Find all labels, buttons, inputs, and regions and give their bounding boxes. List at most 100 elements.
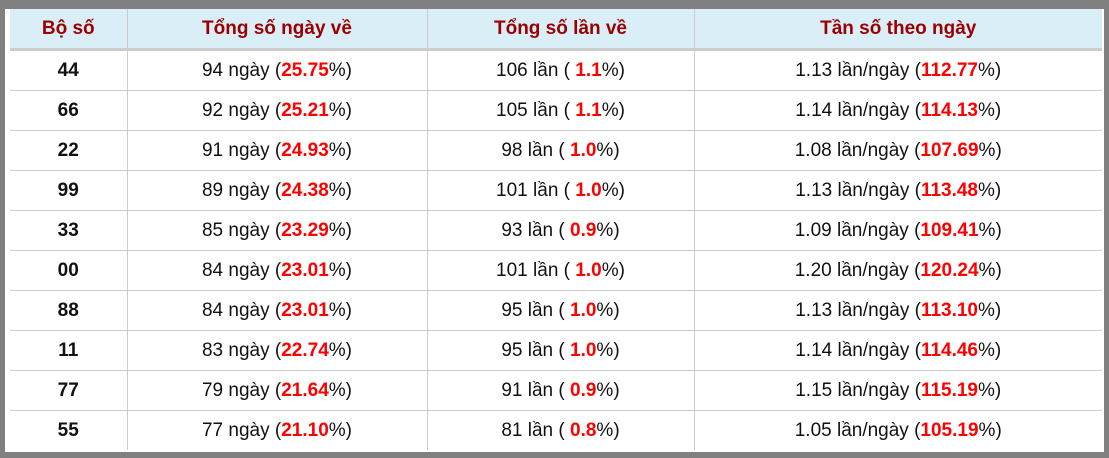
- times-count: 105 lần: [496, 99, 559, 121]
- table-row: 22 91 ngày (24.93%) 98 lần ( 1.0%) 1.08 lần…: [10, 130, 1102, 171]
- times-cell: 98 lần ( 1.0%): [427, 130, 695, 171]
- frequency-cell: 1.20 lần/ngày (120.24%): [694, 250, 1102, 291]
- table-row: 77 79 ngày (21.64%) 91 lần ( 0.9%) 1.15 lần…: [10, 370, 1102, 411]
- frequency-value: 1.20 lần/ngày: [794, 259, 909, 281]
- times-count: 98 lần: [501, 139, 554, 161]
- times-percent: 1.0: [570, 139, 597, 161]
- days-percent: 23.01: [281, 299, 329, 321]
- times-cell: 93 lần ( 0.9%): [427, 210, 695, 251]
- days-count: 92 ngày: [201, 99, 270, 121]
- frequency-percent: 112.77: [920, 59, 979, 81]
- number-cell: 11: [10, 330, 128, 371]
- times-percent: 0.9: [570, 379, 597, 401]
- frequency-value: 1.13 lần/ngày: [795, 59, 910, 81]
- frequency-percent: 105.19: [920, 419, 979, 441]
- number-cell: 33: [10, 210, 128, 251]
- days-percent: 22.74: [281, 339, 329, 361]
- times-cell: 81 lần ( 0.8%): [427, 410, 695, 450]
- days-cell: 94 ngày (25.75%): [127, 49, 428, 91]
- times-cell: 95 lần ( 1.0%): [427, 330, 695, 371]
- number-cell: 22: [10, 130, 128, 171]
- frequency-percent: 109.41: [920, 219, 979, 241]
- times-cell: 101 lần ( 1.0%): [427, 170, 695, 211]
- times-count: 91 lần: [501, 379, 554, 401]
- times-percent: 1.0: [575, 259, 602, 281]
- table-body: 44 94 ngày (25.75%) 106 lần ( 1.1%) 1.13 lầ…: [10, 49, 1102, 450]
- times-percent: 0.9: [570, 219, 597, 241]
- frequency-cell: 1.09 lần/ngày (109.41%): [694, 210, 1102, 251]
- times-count: 93 lần: [501, 219, 554, 241]
- stats-panel: Bộ số Tổng số ngày về Tổng số lần về Tần…: [5, 9, 1104, 452]
- days-count: 79 ngày: [201, 379, 270, 401]
- number-cell: 00: [10, 250, 128, 291]
- table-row: 66 92 ngày (25.21%) 105 lần ( 1.1%) 1.14 lầ…: [10, 90, 1102, 131]
- frequency-table: Bộ số Tổng số ngày về Tổng số lần về Tần…: [10, 9, 1102, 450]
- frequency-percent: 107.69: [920, 139, 979, 161]
- frequency-cell: 1.14 lần/ngày (114.13%): [694, 90, 1102, 131]
- table-row: 99 89 ngày (24.38%) 101 lần ( 1.0%) 1.13 lầ…: [10, 170, 1102, 211]
- times-percent: 0.8: [570, 419, 597, 441]
- times-count: 101 lần: [496, 259, 559, 281]
- table-row: 00 84 ngày (23.01%) 101 lần ( 1.0%) 1.20 lầ…: [10, 250, 1102, 291]
- frequency-percent: 115.19: [920, 379, 979, 401]
- days-cell: 79 ngày (21.64%): [127, 370, 428, 411]
- frequency-value: 1.13 lần/ngày: [795, 179, 910, 201]
- table-row: 11 83 ngày (22.74%) 95 lần ( 1.0%) 1.14 lần…: [10, 330, 1102, 371]
- header-tong-so-ngay-ve: Tổng số ngày về: [127, 9, 428, 51]
- table-header-row: Bộ số Tổng số ngày về Tổng số lần về Tần…: [10, 9, 1102, 51]
- times-cell: 106 lần ( 1.1%): [427, 49, 695, 91]
- frequency-percent: 114.13: [920, 99, 979, 121]
- days-percent: 25.75: [281, 59, 329, 81]
- times-percent: 1.1: [575, 99, 602, 121]
- times-count: 81 lần: [501, 419, 554, 441]
- times-count: 101 lần: [496, 179, 559, 201]
- table-row: 55 77 ngày (21.10%) 81 lần ( 0.8%) 1.05 lần…: [10, 410, 1102, 450]
- times-cell: 95 lần ( 1.0%): [427, 290, 695, 331]
- times-percent: 1.0: [570, 299, 597, 321]
- frequency-cell: 1.15 lần/ngày (115.19%): [694, 370, 1102, 411]
- frequency-value: 1.14 lần/ngày: [795, 99, 910, 121]
- days-count: 94 ngày: [201, 59, 270, 81]
- times-count: 106 lần: [496, 59, 559, 81]
- frequency-percent: 113.48: [920, 179, 979, 201]
- days-cell: 85 ngày (23.29%): [127, 210, 428, 251]
- frequency-cell: 1.08 lần/ngày (107.69%): [694, 130, 1102, 171]
- days-percent: 21.64: [281, 379, 329, 401]
- days-cell: 92 ngày (25.21%): [127, 90, 428, 131]
- number-cell: 55: [10, 410, 128, 450]
- days-count: 77 ngày: [201, 419, 270, 441]
- days-percent: 23.29: [281, 219, 329, 241]
- times-percent: 1.0: [570, 339, 597, 361]
- days-percent: 21.10: [281, 419, 329, 441]
- number-cell: 66: [10, 90, 128, 131]
- days-cell: 89 ngày (24.38%): [127, 170, 428, 211]
- days-cell: 83 ngày (22.74%): [127, 330, 428, 371]
- frequency-value: 1.09 lần/ngày: [794, 219, 909, 241]
- frequency-value: 1.08 lần/ngày: [794, 139, 909, 161]
- number-cell: 44: [10, 49, 128, 91]
- frequency-value: 1.14 lần/ngày: [795, 339, 910, 361]
- days-count: 83 ngày: [201, 339, 270, 361]
- days-count: 84 ngày: [201, 259, 270, 281]
- days-cell: 84 ngày (23.01%): [127, 290, 428, 331]
- table-row: 88 84 ngày (23.01%) 95 lần ( 1.0%) 1.13 lần…: [10, 290, 1102, 331]
- times-count: 95 lần: [501, 299, 554, 321]
- frequency-value: 1.15 lần/ngày: [795, 379, 910, 401]
- days-percent: 24.93: [281, 139, 329, 161]
- days-percent: 23.01: [281, 259, 329, 281]
- days-cell: 84 ngày (23.01%): [127, 250, 428, 291]
- frequency-value: 1.05 lần/ngày: [794, 419, 909, 441]
- frequency-cell: 1.13 lần/ngày (112.77%): [694, 49, 1102, 91]
- frequency-cell: 1.14 lần/ngày (114.46%): [694, 330, 1102, 371]
- number-cell: 88: [10, 290, 128, 331]
- header-tan-so-theo-ngay: Tần số theo ngày: [694, 9, 1102, 51]
- times-cell: 105 lần ( 1.1%): [427, 90, 695, 131]
- times-percent: 1.0: [575, 179, 602, 201]
- times-cell: 101 lần ( 1.0%): [427, 250, 695, 291]
- frequency-cell: 1.13 lần/ngày (113.48%): [694, 170, 1102, 211]
- days-percent: 25.21: [281, 99, 329, 121]
- times-count: 95 lần: [501, 339, 554, 361]
- frequency-value: 1.13 lần/ngày: [795, 299, 910, 321]
- number-cell: 77: [10, 370, 128, 411]
- days-count: 84 ngày: [201, 299, 270, 321]
